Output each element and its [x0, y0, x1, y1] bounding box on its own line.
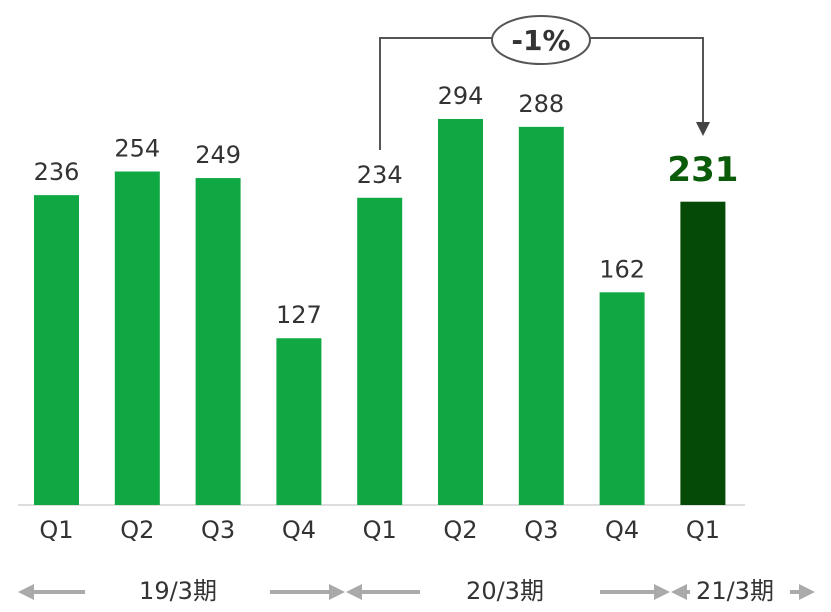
annotation-bubble	[491, 15, 591, 65]
arrow-head	[346, 584, 362, 600]
bar	[114, 171, 160, 506]
period-label: 21/3期	[696, 577, 774, 605]
period-label: 20/3期	[466, 577, 544, 605]
period-label: 19/3期	[139, 577, 217, 605]
arrow-head	[329, 584, 345, 600]
bar	[438, 118, 483, 505]
annotation-text: -1%	[511, 24, 570, 57]
arrow-head	[671, 584, 687, 600]
bar	[357, 197, 403, 505]
bar	[34, 195, 79, 505]
data-label: 236	[34, 158, 80, 186]
period-arrows	[18, 584, 815, 600]
arrow-head	[18, 584, 34, 600]
data-label: 231	[667, 150, 738, 190]
x-tick-label: Q1	[363, 516, 397, 544]
bar	[680, 201, 726, 505]
data-label: 234	[357, 161, 403, 189]
bar	[195, 178, 241, 506]
arrow-head	[799, 584, 815, 600]
x-tick-label: Q1	[686, 516, 720, 544]
bar	[599, 292, 645, 505]
x-tick-label: Q4	[605, 516, 639, 544]
arrow-head	[654, 584, 670, 600]
bracket-arrow	[696, 122, 710, 136]
annotation-bracket: -1%	[379, 15, 710, 150]
data-label: 288	[518, 90, 564, 118]
x-tick-label: Q2	[120, 516, 154, 544]
x-tick-label: Q2	[443, 516, 477, 544]
data-label: 294	[438, 82, 484, 110]
x-tick-label: Q3	[524, 516, 558, 544]
x-tick-label: Q3	[201, 516, 235, 544]
bar	[276, 338, 322, 505]
data-label: 162	[599, 255, 645, 283]
x-tick-label: Q1	[39, 516, 73, 544]
data-label: 249	[195, 141, 241, 169]
data-label: 127	[276, 301, 322, 329]
bar	[518, 126, 564, 505]
x-tick-label: Q4	[282, 516, 316, 544]
data-label: 254	[114, 134, 160, 162]
